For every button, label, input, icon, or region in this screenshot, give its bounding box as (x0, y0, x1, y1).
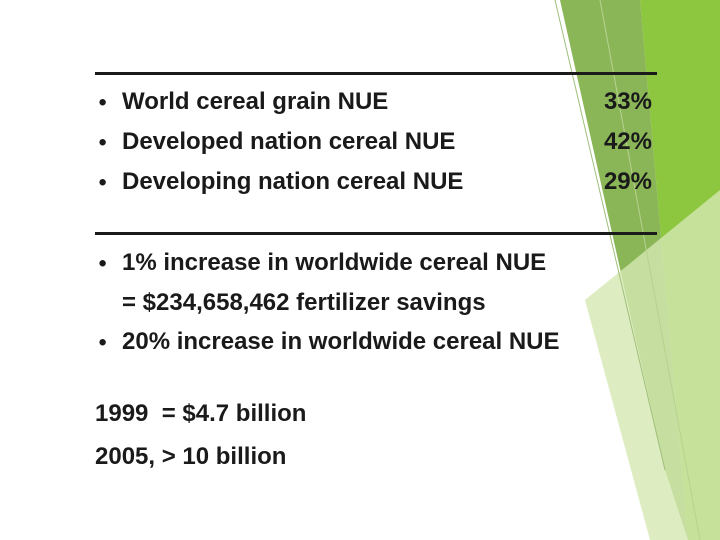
deco-line (599, 0, 701, 540)
rule (95, 72, 657, 75)
fact-value: 42% (603, 128, 652, 155)
deco-band (585, 190, 720, 540)
bullet: ● (98, 93, 108, 111)
bullet: ● (98, 333, 108, 351)
deco-line (554, 0, 666, 471)
bullet: ● (98, 254, 108, 272)
fact-label: Developed nation cereal NUE (122, 128, 456, 155)
impact-text: 20% increase in worldwide cereal NUE (122, 328, 560, 355)
bullet: ● (98, 173, 108, 191)
rule (95, 232, 657, 235)
fact-value: 29% (603, 168, 652, 195)
note: 2005, > 10 billion (95, 443, 287, 470)
fact-label: World cereal grain NUE (122, 88, 389, 115)
impact-text: 1% increase in worldwide cereal NUE (122, 249, 547, 276)
impact-text: = $234,658,462 fertilizer savings (122, 288, 486, 316)
note: 1999 = $4.7 billion (95, 400, 307, 427)
fact-label: Developing nation cereal NUE (122, 168, 464, 195)
fact-value: 33% (603, 88, 652, 115)
bullet: ● (98, 133, 108, 151)
